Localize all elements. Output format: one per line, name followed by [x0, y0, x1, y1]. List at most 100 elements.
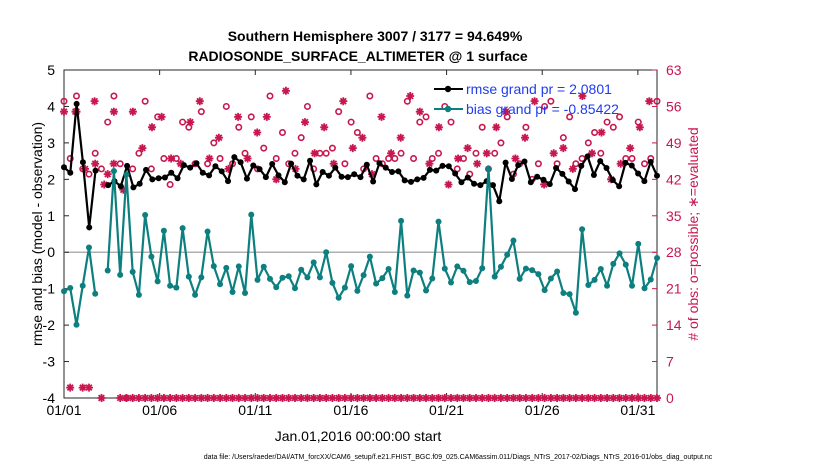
evaluated-obs-marker — [128, 107, 137, 116]
bias-point — [398, 217, 405, 224]
evaluated-obs-marker — [653, 394, 661, 402]
possible-obs-marker — [591, 128, 599, 136]
bias-point — [591, 276, 598, 283]
evaluated-obs-marker — [266, 394, 274, 402]
possible-obs-marker — [435, 149, 443, 157]
rmse-point — [117, 183, 124, 190]
evaluated-obs-marker — [195, 97, 204, 106]
evaluated-obs-marker — [434, 394, 443, 402]
evaluated-obs-marker — [384, 394, 393, 402]
rmse-point — [527, 179, 534, 186]
evaluated-obs-marker — [214, 133, 223, 142]
evaluated-obs-marker — [272, 394, 281, 402]
bias-point — [448, 279, 455, 286]
evaluated-obs-marker — [167, 154, 176, 163]
evaluated-obs-marker — [216, 394, 225, 402]
possible-obs-marker — [653, 97, 661, 105]
y2-tick-label: 35 — [666, 208, 682, 224]
evaluated-obs-marker — [297, 394, 306, 402]
bias-point — [485, 165, 492, 172]
bias-point — [410, 267, 417, 274]
x-tick-label: 01/01 — [46, 402, 81, 418]
rmse-point — [641, 178, 648, 185]
bias-point — [192, 291, 199, 298]
possible-obs-marker — [353, 128, 361, 136]
possible-obs-marker — [260, 144, 268, 152]
evaluated-obs-marker — [615, 394, 624, 402]
bias-point — [323, 249, 330, 256]
evaluated-obs-marker — [440, 394, 449, 402]
possible-obs-marker — [328, 144, 336, 152]
y-tick-label: 5 — [47, 62, 55, 78]
y-tick-label: 1 — [47, 208, 55, 224]
evaluated-obs-marker — [259, 394, 268, 402]
bias-point — [479, 265, 486, 272]
bias-point — [354, 287, 361, 294]
evaluated-obs-marker — [166, 394, 175, 402]
possible-obs-marker — [478, 123, 486, 131]
bias-point — [198, 274, 205, 281]
axes-ticks: 01/01 01/06 01/11 01/16 01/21 01/26 01/31 -4 -3 -… — [43, 62, 682, 418]
y-tick-label: 3 — [47, 135, 55, 151]
possible-obs-marker — [266, 92, 274, 100]
rmse-point — [319, 169, 326, 176]
evaluated-obs-marker — [241, 394, 249, 402]
bias-point — [148, 253, 155, 260]
possible-obs-marker — [341, 160, 349, 168]
evaluated-obs-marker — [540, 180, 549, 189]
possible-obs-marker — [85, 170, 93, 178]
evaluated-obs-marker — [387, 149, 396, 158]
chart-subtitle: RADIOSONDE_SURFACE_ALTIMETER @ 1 surface — [188, 48, 528, 64]
evaluated-obs-marker — [66, 383, 75, 392]
bias-point — [92, 290, 99, 297]
rmse-point — [590, 171, 597, 178]
rmse-point — [174, 175, 181, 182]
x-tick-label: 01/31 — [620, 402, 655, 418]
evaluated-obs-marker — [406, 92, 415, 100]
evaluated-obs-marker — [635, 123, 644, 132]
legend-rmse-label: rmse grand pr = 2.0801 — [466, 81, 612, 97]
rmse-point — [414, 176, 421, 183]
evaluated-obs-marker — [397, 394, 406, 402]
evaluated-obs-marker — [415, 107, 424, 116]
possible-obs-marker — [216, 155, 224, 163]
rmse-point — [609, 177, 616, 184]
possible-obs-marker — [472, 149, 480, 157]
evaluated-obs-marker — [453, 394, 462, 402]
evaluated-obs-marker — [103, 170, 112, 179]
rmse-point — [130, 184, 137, 191]
bias-point — [304, 274, 311, 281]
y-tick-label: -4 — [43, 390, 56, 406]
rmse-point — [237, 159, 244, 166]
bias-point — [223, 264, 230, 271]
bias-point — [654, 255, 660, 262]
possible-obs-marker — [66, 155, 74, 163]
evaluated-obs-marker — [501, 107, 510, 116]
possible-obs-marker — [616, 113, 624, 121]
evaluated-obs-marker — [415, 394, 424, 402]
x-tick-label: 01/06 — [142, 402, 177, 418]
evaluated-obs-marker — [484, 394, 493, 402]
possible-obs-marker — [641, 160, 649, 168]
legend-bias-label: bias grand pr = -0.85422 — [466, 101, 619, 117]
evaluated-obs-marker — [90, 97, 99, 106]
evaluated-obs-marker — [172, 394, 181, 402]
possible-obs-marker — [497, 139, 505, 147]
bias-point — [366, 253, 373, 260]
rmse-point — [288, 160, 295, 167]
bias-point — [260, 263, 267, 270]
evaluated-obs-marker — [478, 394, 487, 402]
rmse-point — [143, 166, 150, 173]
evaluated-obs-marker — [228, 394, 237, 402]
rmse-point — [325, 172, 332, 179]
rmse-point — [199, 169, 206, 176]
rmse-point — [243, 175, 250, 182]
rmse-point — [300, 176, 307, 183]
bias-point — [491, 273, 498, 280]
rmse-point — [61, 164, 67, 171]
evaluated-obs-marker — [91, 159, 100, 168]
evaluated-obs-marker — [243, 154, 252, 163]
bias-point — [497, 263, 504, 270]
evaluated-obs-marker — [528, 394, 537, 402]
evaluated-obs-marker — [646, 394, 655, 402]
